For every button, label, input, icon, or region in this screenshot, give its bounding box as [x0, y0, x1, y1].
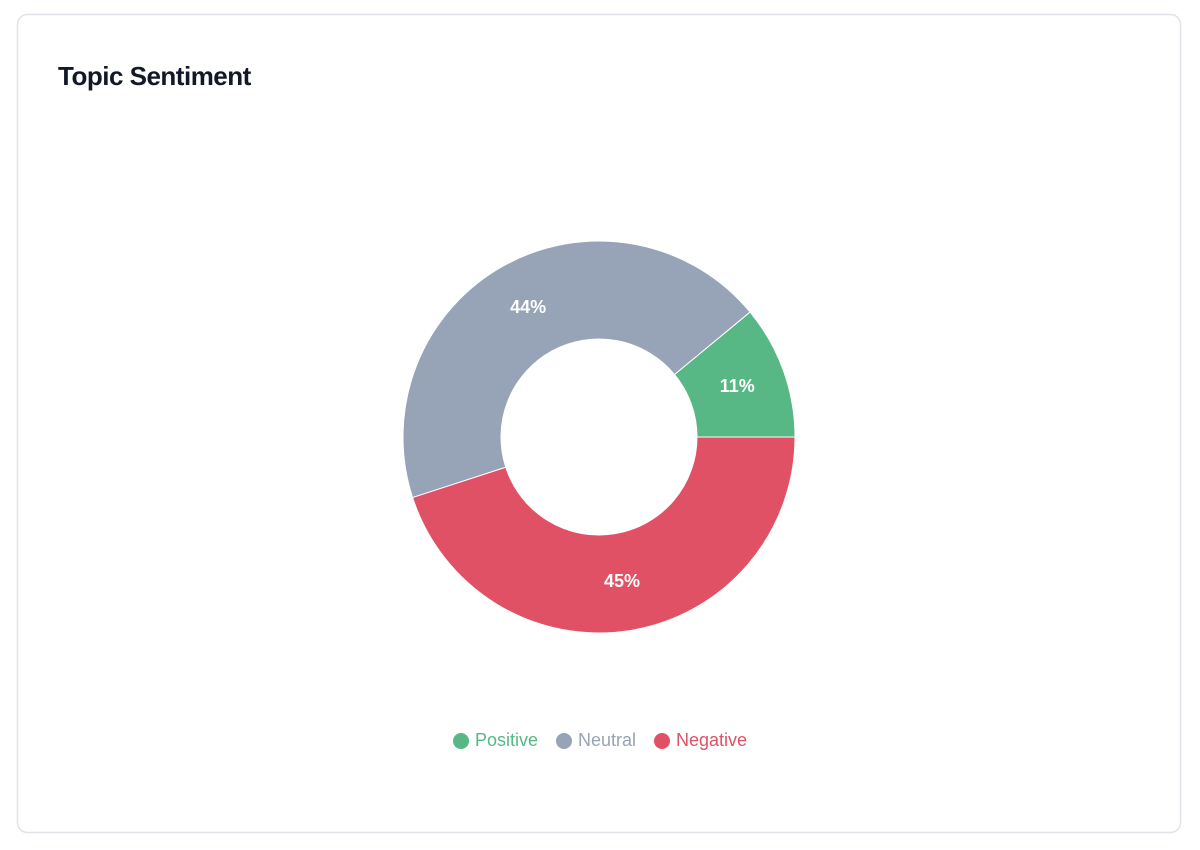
legend-label: Negative [676, 730, 748, 750]
legend: Positive Neutral Negative [0, 730, 1200, 751]
legend-marker [555, 732, 572, 749]
card [16, 13, 1182, 834]
legend-marker [452, 732, 469, 749]
slice-label: 44% [510, 297, 546, 317]
slice [402, 240, 751, 499]
slice [411, 436, 796, 634]
legend-label: Positive [474, 730, 538, 750]
slice-label: 45% [604, 571, 640, 591]
legend-item[interactable]: Neutral [555, 730, 636, 751]
legend-item[interactable]: Positive [452, 730, 538, 751]
legend-item[interactable]: Negative [654, 730, 747, 751]
slice-label: 11% [720, 376, 755, 396]
chart-title: Topic Sentiment [58, 61, 252, 91]
legend-label: Neutral [577, 730, 636, 750]
legend-marker [654, 732, 670, 749]
